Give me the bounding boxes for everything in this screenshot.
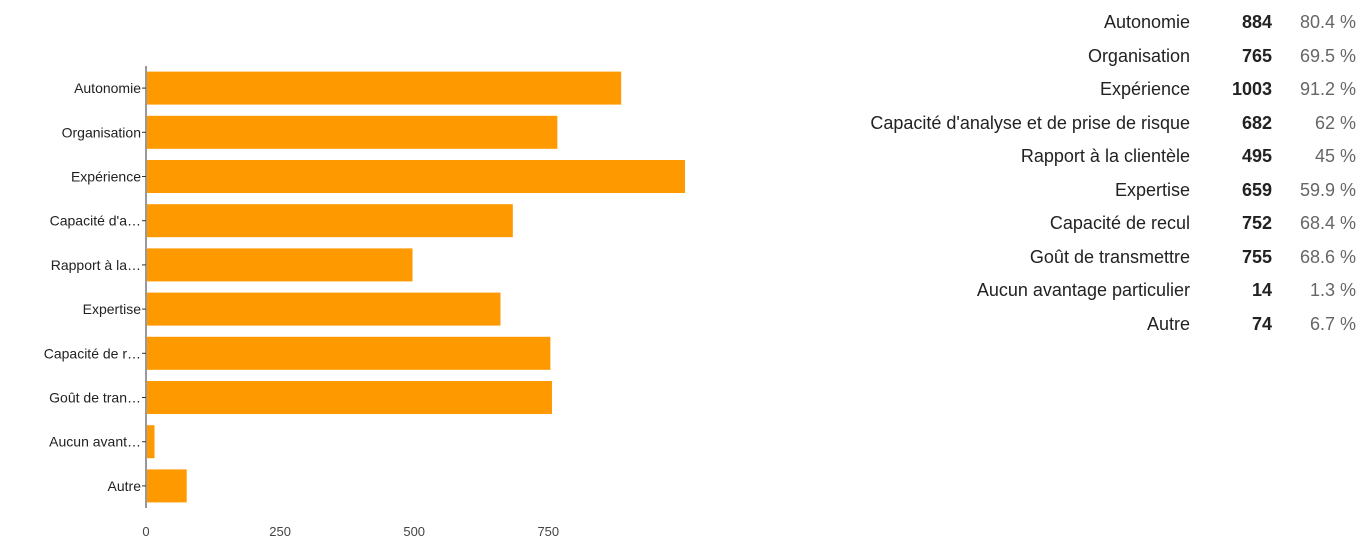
summary-percent: 59.9 % bbox=[1299, 179, 1356, 200]
summary-percent: 80.4 % bbox=[1299, 12, 1356, 33]
summary-label: Rapport à la clientèle bbox=[1020, 146, 1190, 167]
category-labels: Autonomie Organisation Expérience Capacité … bbox=[44, 80, 146, 494]
summary-percent: 91.2 % bbox=[1299, 79, 1356, 100]
summary-row: Expérience 1003 91.2 % bbox=[770, 73, 1356, 107]
summary-percent: 45 % bbox=[1314, 146, 1356, 167]
bar bbox=[147, 381, 552, 414]
summary-count: 14 bbox=[1251, 280, 1272, 301]
summary-label: Autre bbox=[1146, 313, 1190, 334]
category-label: Expérience bbox=[71, 169, 141, 185]
category-label: Capacité d'a… bbox=[50, 213, 141, 229]
summary-label: Goût de transmettre bbox=[1029, 246, 1190, 267]
summary-percent: 68.6 % bbox=[1299, 246, 1356, 267]
summary-table: Autonomie 884 80.4 % Organisation 765 69.5 % E… bbox=[770, 6, 1356, 341]
summary-row: Expertise 659 59.9 % bbox=[770, 174, 1356, 208]
summary-count: 659 bbox=[1241, 179, 1272, 200]
summary-count: 74 bbox=[1251, 313, 1272, 334]
summary-row: Rapport à la clientèle 495 45 % bbox=[770, 140, 1356, 174]
summary-row: Capacité de recul 752 68.4 % bbox=[770, 207, 1356, 241]
x-axis-ticks: 0 250 500 750 bbox=[142, 524, 559, 539]
bar bbox=[147, 248, 413, 282]
summary-row: Goût de transmettre 755 68.6 % bbox=[770, 241, 1356, 275]
summary-row: Autonomie 884 80.4 % bbox=[770, 6, 1356, 40]
bar bbox=[147, 204, 513, 238]
summary-label: Autonomie bbox=[1103, 12, 1190, 33]
bar bbox=[147, 425, 155, 459]
summary-label: Expertise bbox=[1114, 179, 1190, 200]
category-label: Expertise bbox=[83, 301, 142, 317]
bar bbox=[147, 292, 501, 326]
category-label: Autonomie bbox=[74, 80, 141, 96]
bar bbox=[147, 160, 685, 193]
category-label: Capacité de r… bbox=[44, 345, 141, 361]
category-label: Aucun avant… bbox=[49, 434, 141, 450]
summary-count: 495 bbox=[1241, 146, 1272, 167]
bar-chart: Autonomie Organisation Expérience Capacité … bbox=[44, 66, 685, 539]
summary-percent: 6.7 % bbox=[1309, 313, 1356, 334]
category-label: Goût de tran… bbox=[49, 390, 141, 406]
bar bbox=[147, 336, 551, 370]
summary-count: 682 bbox=[1241, 112, 1272, 133]
summary-row: Autre 74 6.7 % bbox=[770, 308, 1356, 342]
summary-label: Aucun avantage particulier bbox=[976, 280, 1190, 301]
summary-percent: 69.5 % bbox=[1299, 45, 1356, 66]
summary-percent: 62 % bbox=[1314, 112, 1356, 133]
summary-label: Organisation bbox=[1087, 45, 1190, 66]
summary-percent: 1.3 % bbox=[1309, 280, 1356, 301]
category-label: Autre bbox=[108, 478, 142, 494]
summary-label: Expérience bbox=[1099, 79, 1190, 100]
summary-count: 884 bbox=[1241, 12, 1272, 33]
summary-label: Capacité de recul bbox=[1049, 213, 1190, 234]
category-label: Organisation bbox=[62, 124, 141, 140]
x-tick-label: 0 bbox=[142, 524, 149, 539]
summary-percent: 68.4 % bbox=[1299, 213, 1356, 234]
summary-row: Capacité d'analyse et de prise de risque… bbox=[770, 107, 1356, 141]
summary-count: 1003 bbox=[1231, 79, 1272, 100]
bars-group bbox=[147, 71, 685, 503]
summary-row: Aucun avantage particulier 14 1.3 % bbox=[770, 274, 1356, 308]
x-tick-label: 500 bbox=[403, 524, 425, 539]
summary-row: Organisation 765 69.5 % bbox=[770, 40, 1356, 74]
summary-count: 755 bbox=[1241, 246, 1272, 267]
summary-label: Capacité d'analyse et de prise de risque bbox=[870, 112, 1190, 133]
x-tick-label: 750 bbox=[537, 524, 559, 539]
bar bbox=[147, 71, 622, 105]
summary-count: 765 bbox=[1241, 45, 1272, 66]
summary-count: 752 bbox=[1241, 213, 1272, 234]
category-label: Rapport à la… bbox=[51, 257, 141, 273]
bar bbox=[147, 469, 187, 503]
x-tick-label: 250 bbox=[269, 524, 291, 539]
bar bbox=[147, 115, 558, 149]
